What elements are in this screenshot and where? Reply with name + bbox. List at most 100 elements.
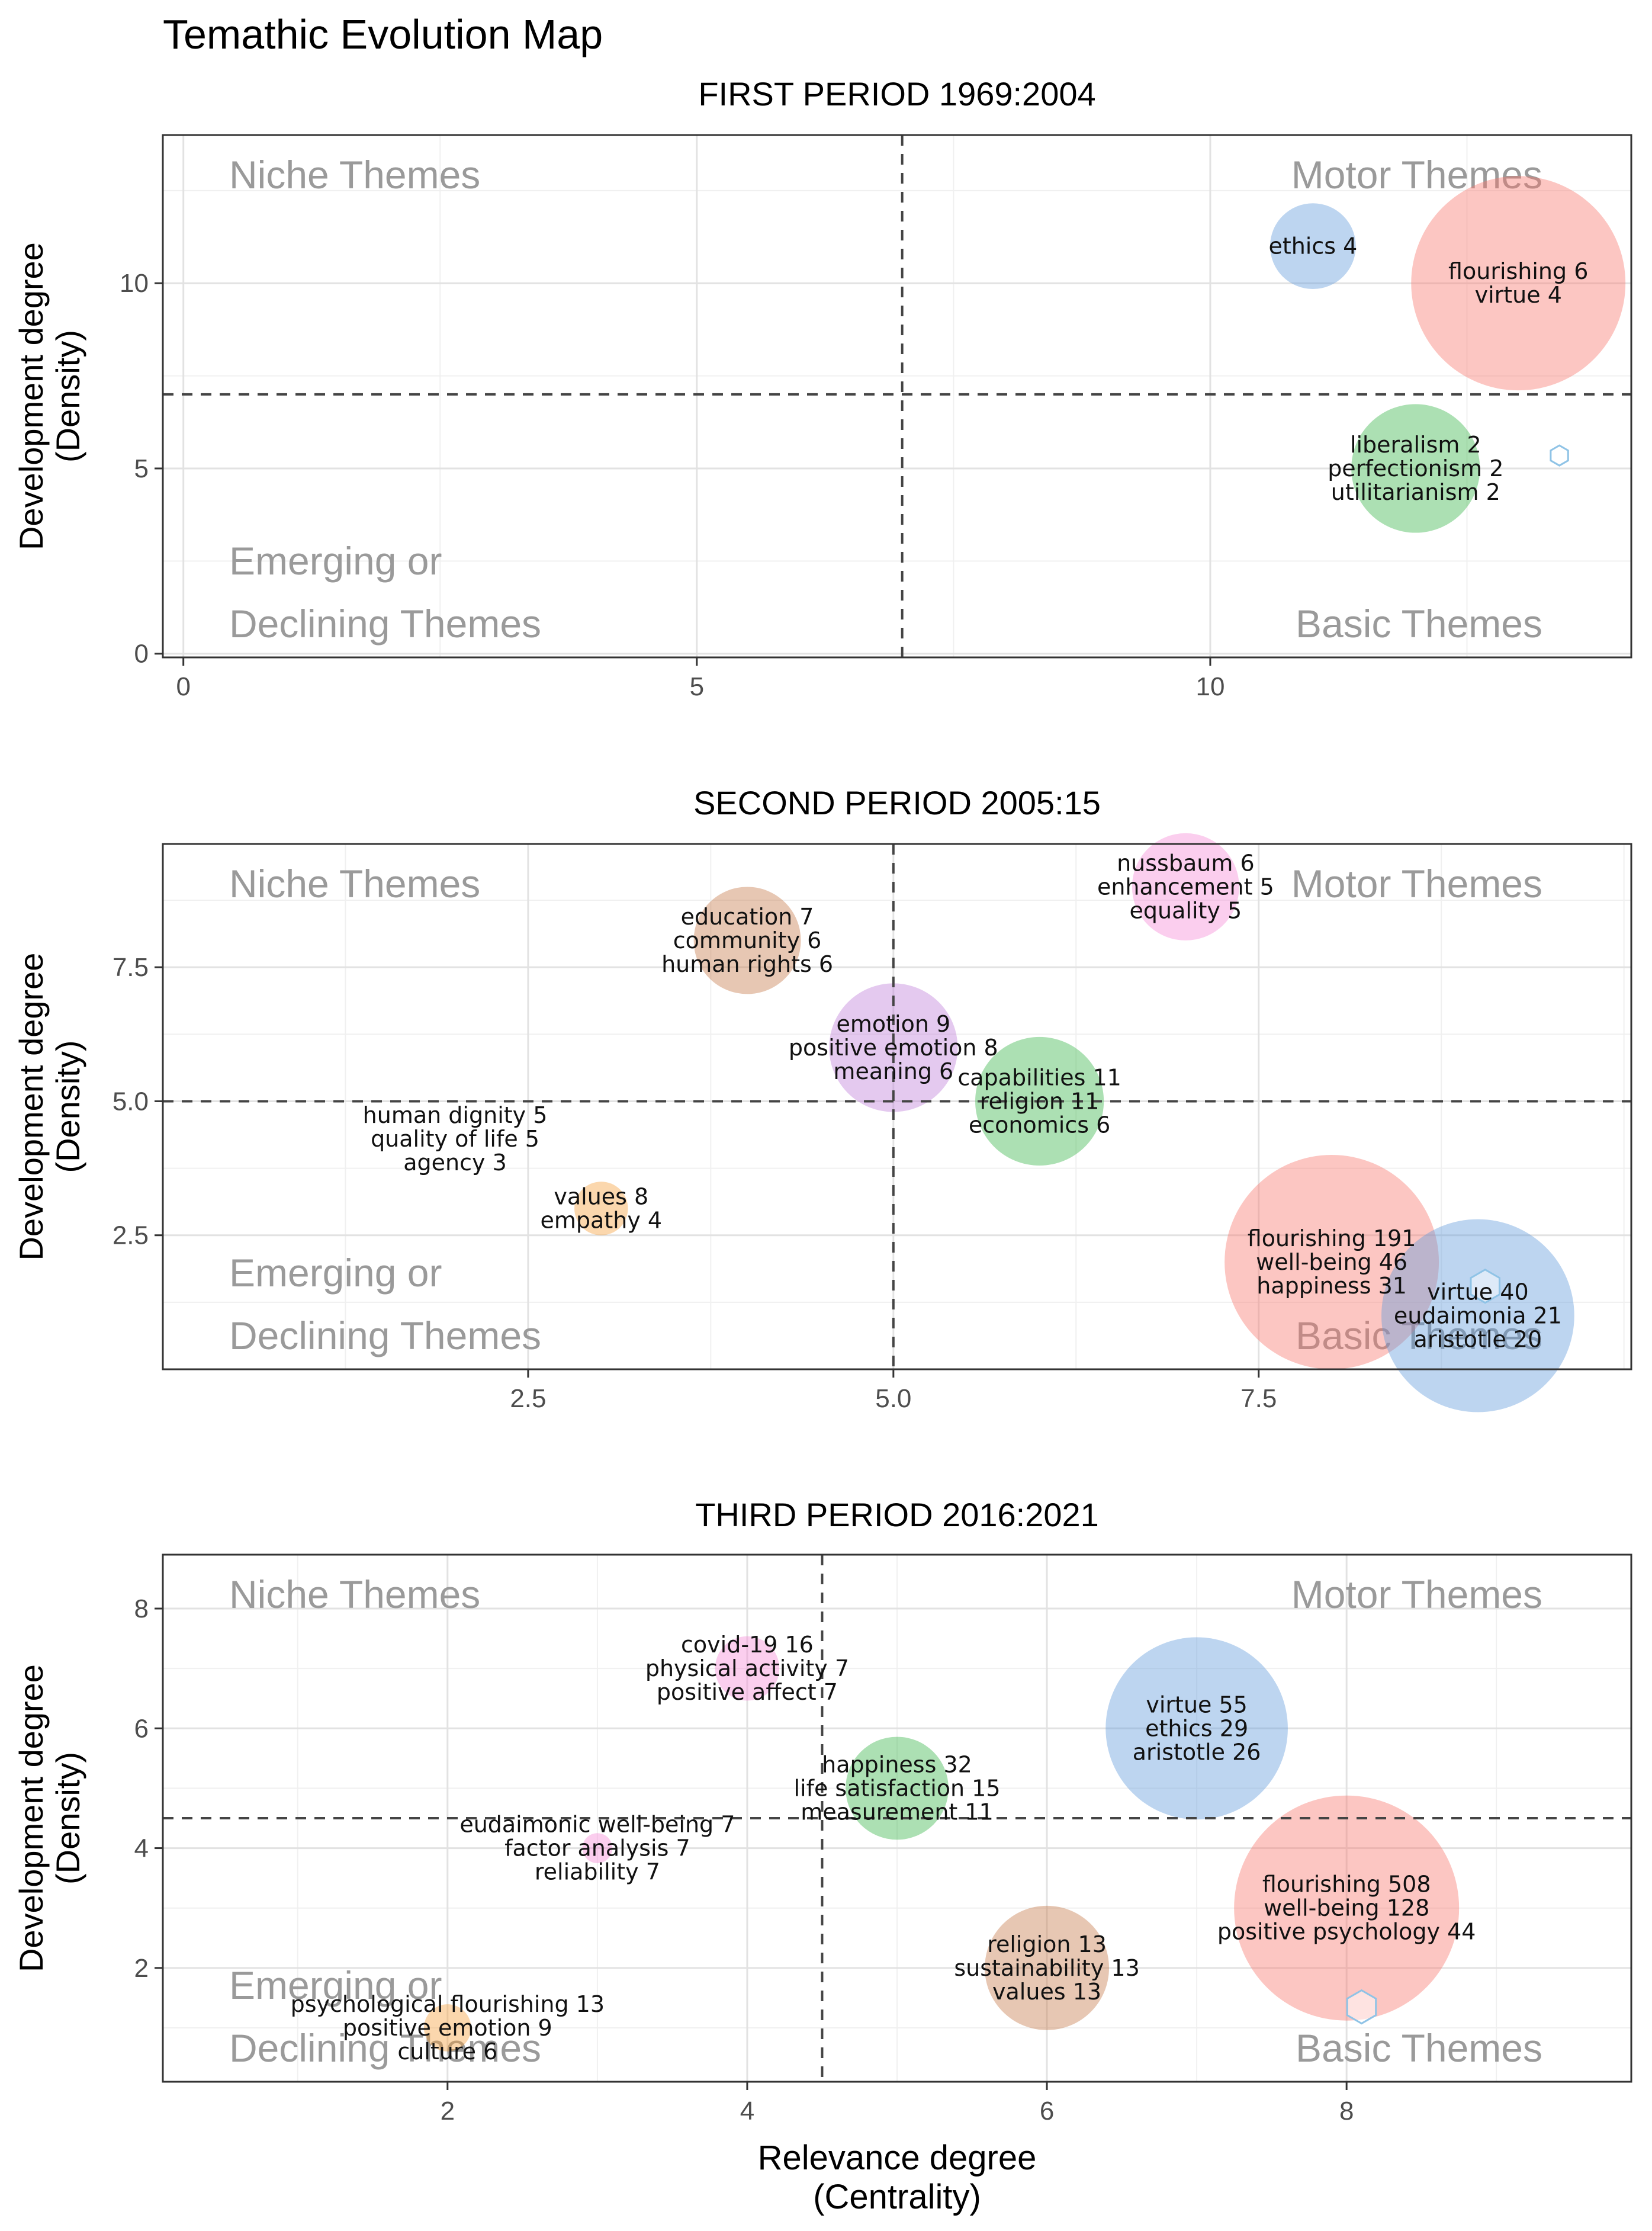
theme-label: psychological flourishing 13 [291,1991,605,2017]
theme-label: quality of life 5 [371,1126,539,1152]
theme-label: enhancement 5 [1097,874,1274,900]
theme-bubble [574,1182,628,1235]
quadrant-label-motor: Motor Themes [1291,862,1542,906]
panel-1: FIRST PERIOD 1969:2004 0 5 10 0 5 10 Niche Them… [12,75,1632,701]
theme-label: utilitarianism 2 [1331,479,1500,505]
y-tick-label: 7.5 [113,953,149,982]
theme-bubble [1224,1155,1439,1369]
y-tick-label: 5.0 [113,1087,149,1116]
x-axis-label: Relevance degree [758,2139,1037,2177]
theme-label: values 8 [554,1183,648,1209]
theme-bubble [1105,1637,1288,1820]
x-tick-label: 5.0 [875,1384,911,1413]
theme-label: nussbaum 6 [1117,850,1255,876]
theme-label: human dignity 5 [363,1102,548,1128]
panel-title: THIRD PERIOD 2016:2021 [695,1496,1099,1533]
theme-label: physical activity 7 [645,1655,849,1681]
theme-label: community 6 [673,927,822,954]
quadrant-label-declining: Declining Themes [229,602,541,646]
quadrant-label-basic: Basic Themes [1296,1314,1542,1357]
theme-label: virtue 55 [1146,1691,1247,1718]
theme-label: religion 11 [980,1088,1100,1114]
quadrant-label-declining: Declining Themes [229,2026,541,2070]
theme-bubble [985,1905,1110,2030]
quadrant-label-basic: Basic Themes [1296,2026,1542,2070]
y-axis-label-line: Development degree [12,242,50,550]
y-tick-label: 5 [134,454,149,483]
theme-label: factor analysis 7 [504,1835,690,1861]
theme-label: human rights 6 [661,951,833,977]
theme-label: virtue 4 [1475,282,1562,308]
quadrant-label-emerging: Emerging or [229,1963,442,2007]
y-axis-label: Development degree(Density) [12,1664,86,1972]
theme-bubble [582,1833,613,1863]
quadrant-label-emerging: Emerging or [229,1251,442,1295]
y-tick-label: 6 [134,1714,149,1743]
theme-label: positive affect 7 [657,1679,838,1705]
y-axis-label-line: (Density) [49,1752,86,1885]
theme-bubble [1351,404,1480,533]
y-axis-label-line: Development degree [12,1664,50,1972]
theme-label: positive psychology 44 [1217,1919,1476,1945]
y-tick-label: 4 [134,1834,149,1863]
theme-label: positive emotion 8 [789,1035,998,1061]
theme-label: well-being 46 [1256,1249,1407,1275]
x-tick-label: 2 [441,2097,455,2126]
theme-label: liberalism 2 [1350,432,1481,458]
theme-label: sustainability 13 [954,1955,1139,1981]
theme-label: meaning 6 [833,1058,953,1084]
theme-label: eudaimonic well-being 7 [459,1812,735,1838]
theme-bubble [1381,1219,1574,1413]
hexagon-marker [1470,1268,1500,1304]
quadrant-label-declining: Declining Themes [229,1314,541,1357]
theme-bubble [1132,833,1239,940]
panel-title: SECOND PERIOD 2005:15 [693,784,1101,821]
theme-label: virtue 40 [1427,1279,1528,1305]
theme-label: measurement 11 [801,1799,994,1825]
theme-label: aristotle 26 [1133,1739,1261,1765]
theme-bubble [424,2004,471,2052]
y-tick-label: 2.5 [113,1221,149,1250]
y-axis-label-line: (Density) [49,330,86,463]
theme-bubble [846,1736,949,1840]
hexagon-marker [1346,1989,1377,2025]
theme-label: happiness 32 [822,1751,972,1777]
theme-bubble [829,983,958,1112]
quadrant-label-emerging: Emerging or [229,539,442,583]
theme-label: well-being 128 [1264,1895,1429,1921]
plot-border [162,134,1632,659]
theme-label: happiness 31 [1256,1273,1407,1299]
theme-label: capabilities 11 [957,1064,1121,1090]
plot-background [163,844,1631,1369]
theme-label: covid-19 16 [681,1632,814,1658]
theme-label: flourishing 6 [1448,258,1588,284]
theme-label: perfectionism 2 [1328,455,1503,481]
quadrant-label-motor: Motor Themes [1291,1572,1542,1616]
y-tick-label: 10 [120,269,149,298]
quadrant-label-niche: Niche Themes [229,862,480,906]
theme-label: emotion 9 [836,1011,950,1037]
theme-label: education 7 [681,904,814,930]
theme-bubble [715,1636,780,1701]
theme-label: culture 6 [397,2039,497,2065]
x-axis-label-sub: (Centrality) [813,2178,981,2216]
x-tick-label: 6 [1040,2097,1054,2126]
x-tick-label: 8 [1339,2097,1354,2126]
x-tick-label: 4 [740,2097,754,2126]
theme-label: economics 6 [969,1112,1110,1138]
theme-label: reliability 7 [535,1859,660,1885]
x-tick-label: 0 [176,672,190,701]
theme-label: aristotle 20 [1414,1326,1542,1352]
y-tick-label: 2 [134,1954,149,1983]
y-axis-label: Development degree(Density) [12,242,86,550]
theme-bubble [1234,1795,1460,2021]
y-axis-label-line: Development degree [12,953,50,1261]
x-tick-label: 2.5 [510,1384,546,1413]
plot-border [162,843,1632,1370]
x-tick-label: 7.5 [1240,1384,1277,1413]
theme-label: empathy 4 [541,1207,663,1233]
quadrant-label-basic: Basic Themes [1296,602,1542,646]
theme-label: life satisfaction 15 [793,1775,1000,1801]
theme-label: ethics 4 [1268,233,1357,259]
